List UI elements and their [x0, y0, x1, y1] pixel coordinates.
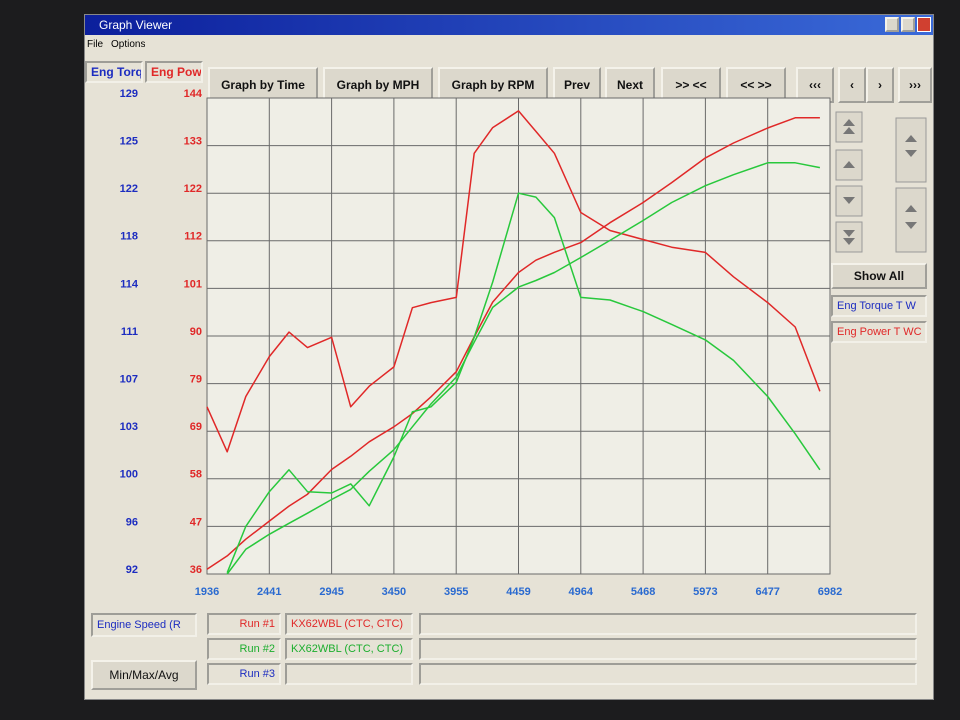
menu-options[interactable]: Options: [111, 39, 146, 50]
maximize-button[interactable]: [901, 17, 915, 32]
y-tick-label: 122: [120, 183, 138, 195]
run-file: KX62WBL (CTC, CTC): [285, 613, 413, 635]
scroll-buttons: [835, 111, 927, 253]
arrow-icon: [905, 135, 917, 142]
min-max-avg-button[interactable]: Min/Max/Avg: [91, 660, 197, 690]
arrow-icon: [843, 230, 855, 237]
arrow-icon: [905, 205, 917, 212]
run-file: KX62WBL (CTC, CTC): [285, 638, 413, 660]
toolbar-button[interactable]: ‹: [838, 67, 866, 103]
x-tick-label: 6477: [755, 586, 779, 598]
torque-axis-tab[interactable]: Eng Torq: [85, 61, 143, 83]
toolbar-button[interactable]: ›››: [898, 67, 932, 103]
y-tick-label: 107: [120, 374, 138, 386]
y2-tick-label: 112: [184, 231, 202, 243]
menu-file[interactable]: File: [87, 39, 104, 50]
x-tick-label: 2945: [319, 586, 343, 598]
series-line: [226, 162, 821, 575]
run-label: Run #1: [207, 613, 281, 635]
run-file: [285, 663, 413, 685]
toolbar-button[interactable]: Prev: [553, 67, 601, 103]
arrow-icon: [905, 222, 917, 229]
y2-tick-label: 101: [184, 278, 202, 290]
x-tick-label: 3955: [444, 586, 468, 598]
y-tick-label: 114: [120, 278, 139, 290]
y-tick-label: 125: [120, 136, 138, 148]
y2-tick-label: 90: [190, 326, 202, 338]
x-tick-label: 1936: [195, 586, 219, 598]
arrow-icon: [843, 161, 855, 168]
y-tick-label: 92: [126, 564, 138, 576]
y2-tick-label: 69: [190, 421, 202, 433]
y-tick-label: 100: [120, 469, 138, 481]
window-title: Graph Viewer: [99, 18, 173, 32]
minimize-button[interactable]: [885, 17, 899, 32]
channel-torque[interactable]: Eng Torque T W: [831, 295, 927, 317]
y-tick-label: 129: [120, 88, 138, 100]
y2-tick-label: 79: [190, 374, 202, 386]
y-tick-label: 103: [120, 421, 138, 433]
y2-tick-label: 133: [184, 136, 202, 148]
toolbar-button[interactable]: ›: [866, 67, 894, 103]
x-tick-label: 2441: [257, 586, 281, 598]
close-button[interactable]: [917, 17, 931, 32]
arrow-icon: [905, 150, 917, 157]
title-bar: Graph Viewer: [85, 15, 933, 35]
x-tick-label: 3450: [382, 586, 406, 598]
toolbar-button[interactable]: ‹‹‹: [796, 67, 834, 103]
arrow-icon: [843, 238, 855, 245]
x-tick-label: 4964: [569, 586, 594, 598]
x-tick-label: 5973: [693, 586, 717, 598]
x-tick-label: 6982: [818, 586, 842, 598]
power-axis-tab[interactable]: Eng Pow: [145, 61, 203, 83]
y-tick-label: 118: [120, 231, 138, 243]
y2-tick-label: 144: [184, 88, 203, 100]
x-channel-field[interactable]: Engine Speed (R: [91, 613, 197, 637]
channel-power[interactable]: Eng Power T WC: [831, 321, 927, 343]
run-info: [419, 613, 917, 635]
series-line: [226, 192, 821, 573]
y2-tick-label: 58: [190, 469, 202, 481]
arrow-icon: [843, 119, 855, 126]
toolbar-button[interactable]: Graph by Time: [208, 67, 318, 103]
arrow-icon: [843, 197, 855, 204]
toolbar-button[interactable]: Graph by RPM: [438, 67, 548, 103]
y2-tick-label: 122: [184, 183, 202, 195]
scroll-button[interactable]: [895, 187, 927, 253]
run-info: [419, 663, 917, 685]
series-line: [206, 110, 821, 453]
y-tick-label: 96: [126, 516, 138, 528]
y2-tick-label: 36: [190, 564, 202, 576]
y-tick-label: 111: [121, 326, 138, 338]
y2-tick-label: 47: [190, 516, 202, 528]
x-tick-label: 4459: [506, 586, 530, 598]
run-label: Run #2: [207, 638, 281, 660]
x-tick-label: 5468: [631, 586, 655, 598]
show-all-button[interactable]: Show All: [831, 263, 927, 289]
arrow-icon: [843, 127, 855, 134]
run-info: [419, 638, 917, 660]
run-label: Run #3: [207, 663, 281, 685]
